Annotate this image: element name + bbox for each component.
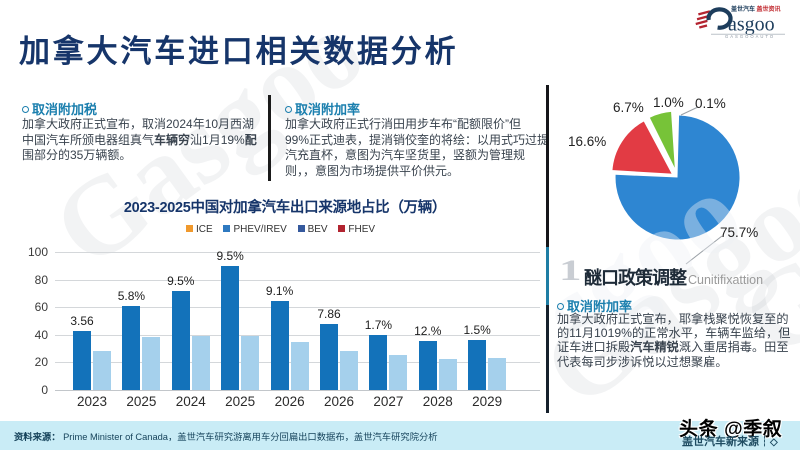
svg-text:GASGOOAUTO: GASGOOAUTO <box>725 34 775 38</box>
svg-text:盖世汽车: 盖世汽车 <box>731 5 755 13</box>
svg-text:asgoo: asgoo <box>728 14 775 36</box>
svg-text:盖世资讯: 盖世资讯 <box>757 5 781 13</box>
